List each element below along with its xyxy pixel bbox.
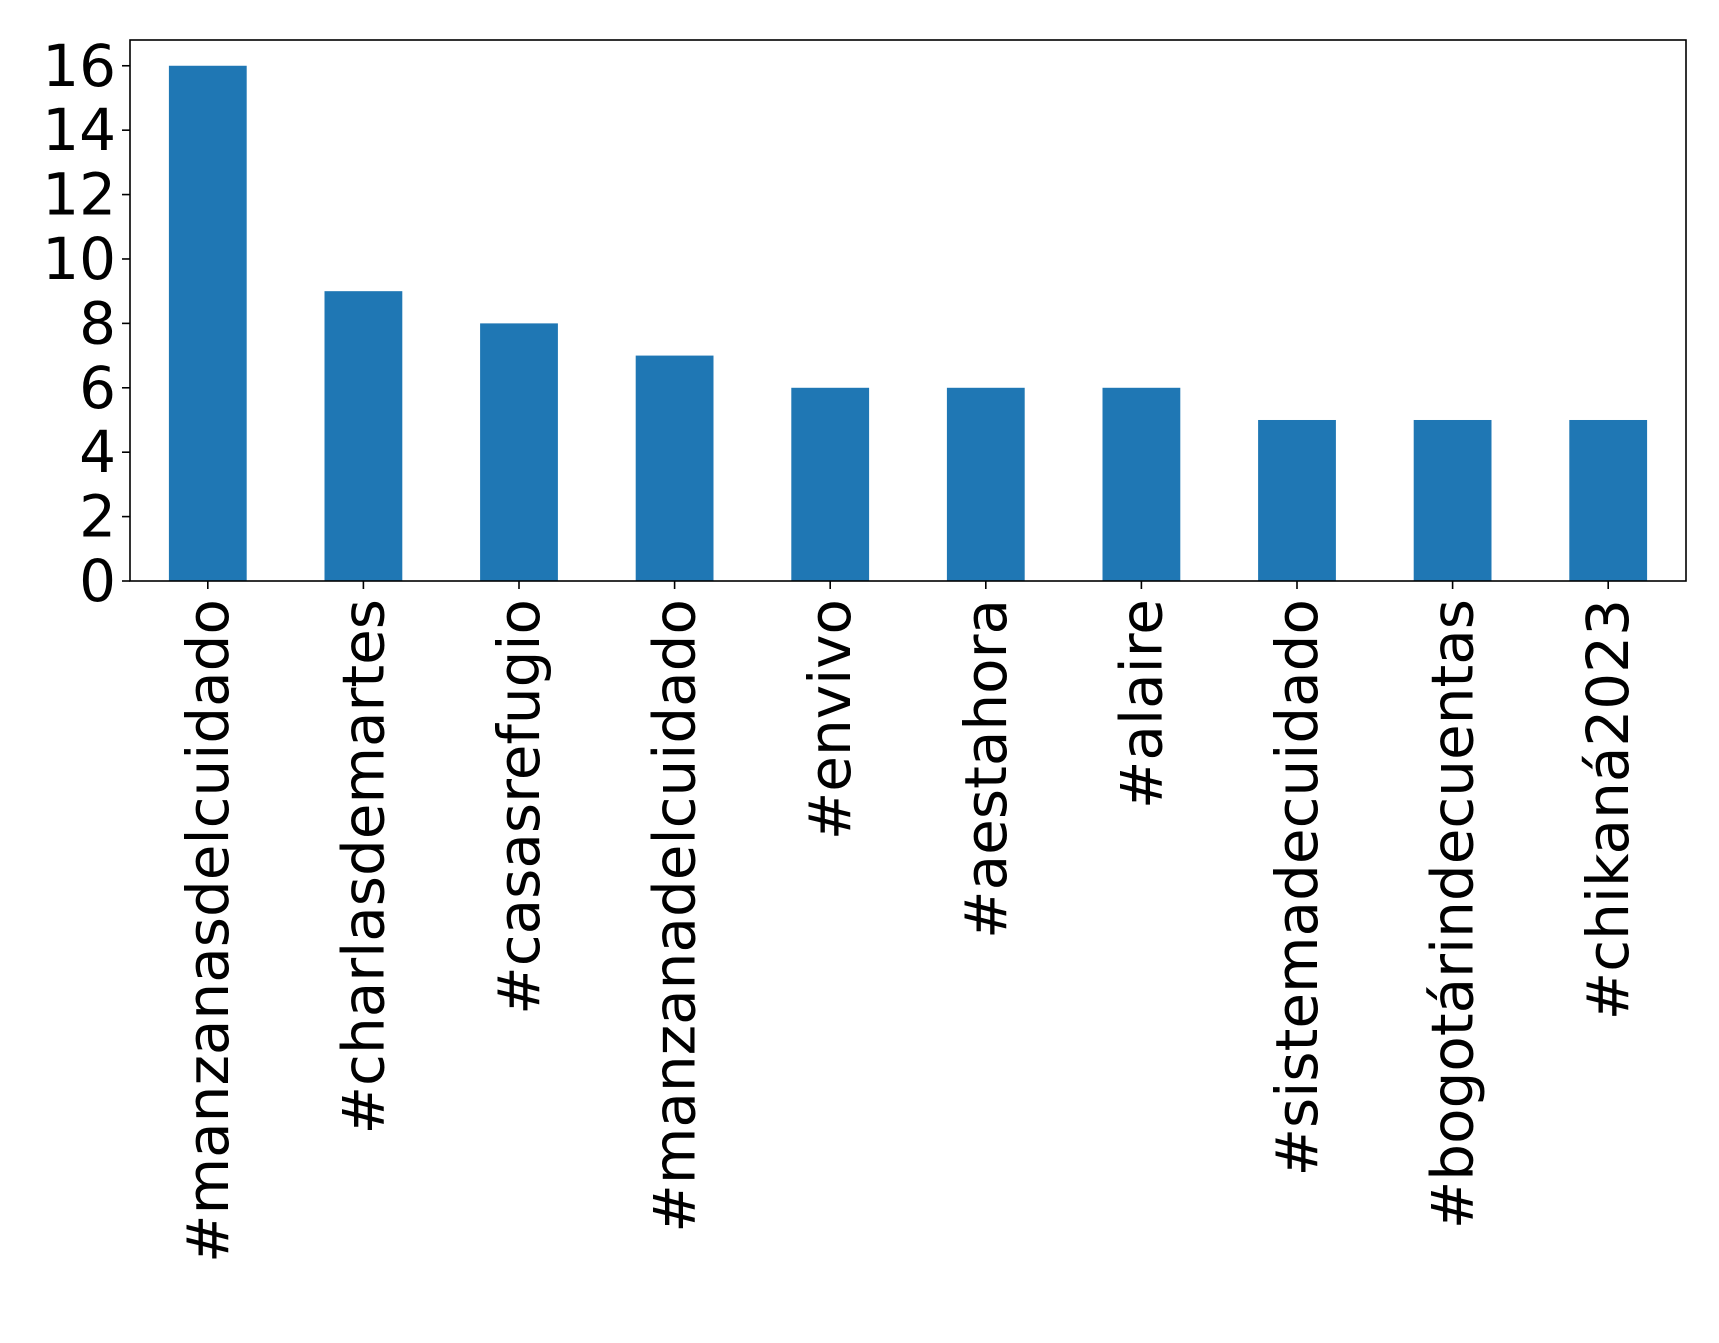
y-tick-label: 8: [79, 289, 116, 357]
y-tick-label: 6: [79, 354, 116, 422]
y-tick-label: 4: [79, 418, 116, 486]
bar: [791, 387, 870, 581]
bar: [1258, 419, 1336, 581]
bar: [324, 291, 403, 581]
x-tick-label: #casasrefugio: [485, 599, 553, 1015]
y-tick-label: 14: [42, 96, 116, 164]
x-tick-label: #charlasdemartes: [329, 599, 397, 1135]
x-tick-label: #manzanadelcuidado: [641, 599, 709, 1233]
bar: [1569, 419, 1648, 581]
y-tick-label: 2: [79, 483, 116, 551]
bar: [1102, 387, 1181, 581]
bar: [635, 355, 714, 581]
plot-frame: [129, 39, 1687, 582]
x-tick-label: #sistemadecuidado: [1263, 599, 1331, 1177]
y-tick-label: 10: [42, 225, 116, 293]
bar: [1413, 419, 1492, 581]
bar: [946, 387, 1025, 581]
x-axis: #manzanasdelcuidado #charlasdemartes #casa…: [174, 581, 1642, 1263]
x-tick-label: #aestahora: [952, 599, 1020, 939]
bar: [168, 65, 247, 581]
x-tick-label: #envivo: [796, 599, 864, 840]
bar: [480, 323, 558, 581]
y-tick-label: 0: [79, 547, 116, 615]
bars-group: [168, 65, 1648, 581]
x-tick-label: #manzanasdelcuidado: [174, 599, 242, 1263]
x-tick-label: #alaire: [1107, 599, 1175, 809]
x-tick-label: #chikaná2023: [1574, 599, 1642, 1020]
y-tick-label: 12: [42, 161, 116, 229]
y-tick-label: 16: [42, 32, 116, 100]
x-tick-label: #bogotárindecuentas: [1419, 599, 1487, 1229]
